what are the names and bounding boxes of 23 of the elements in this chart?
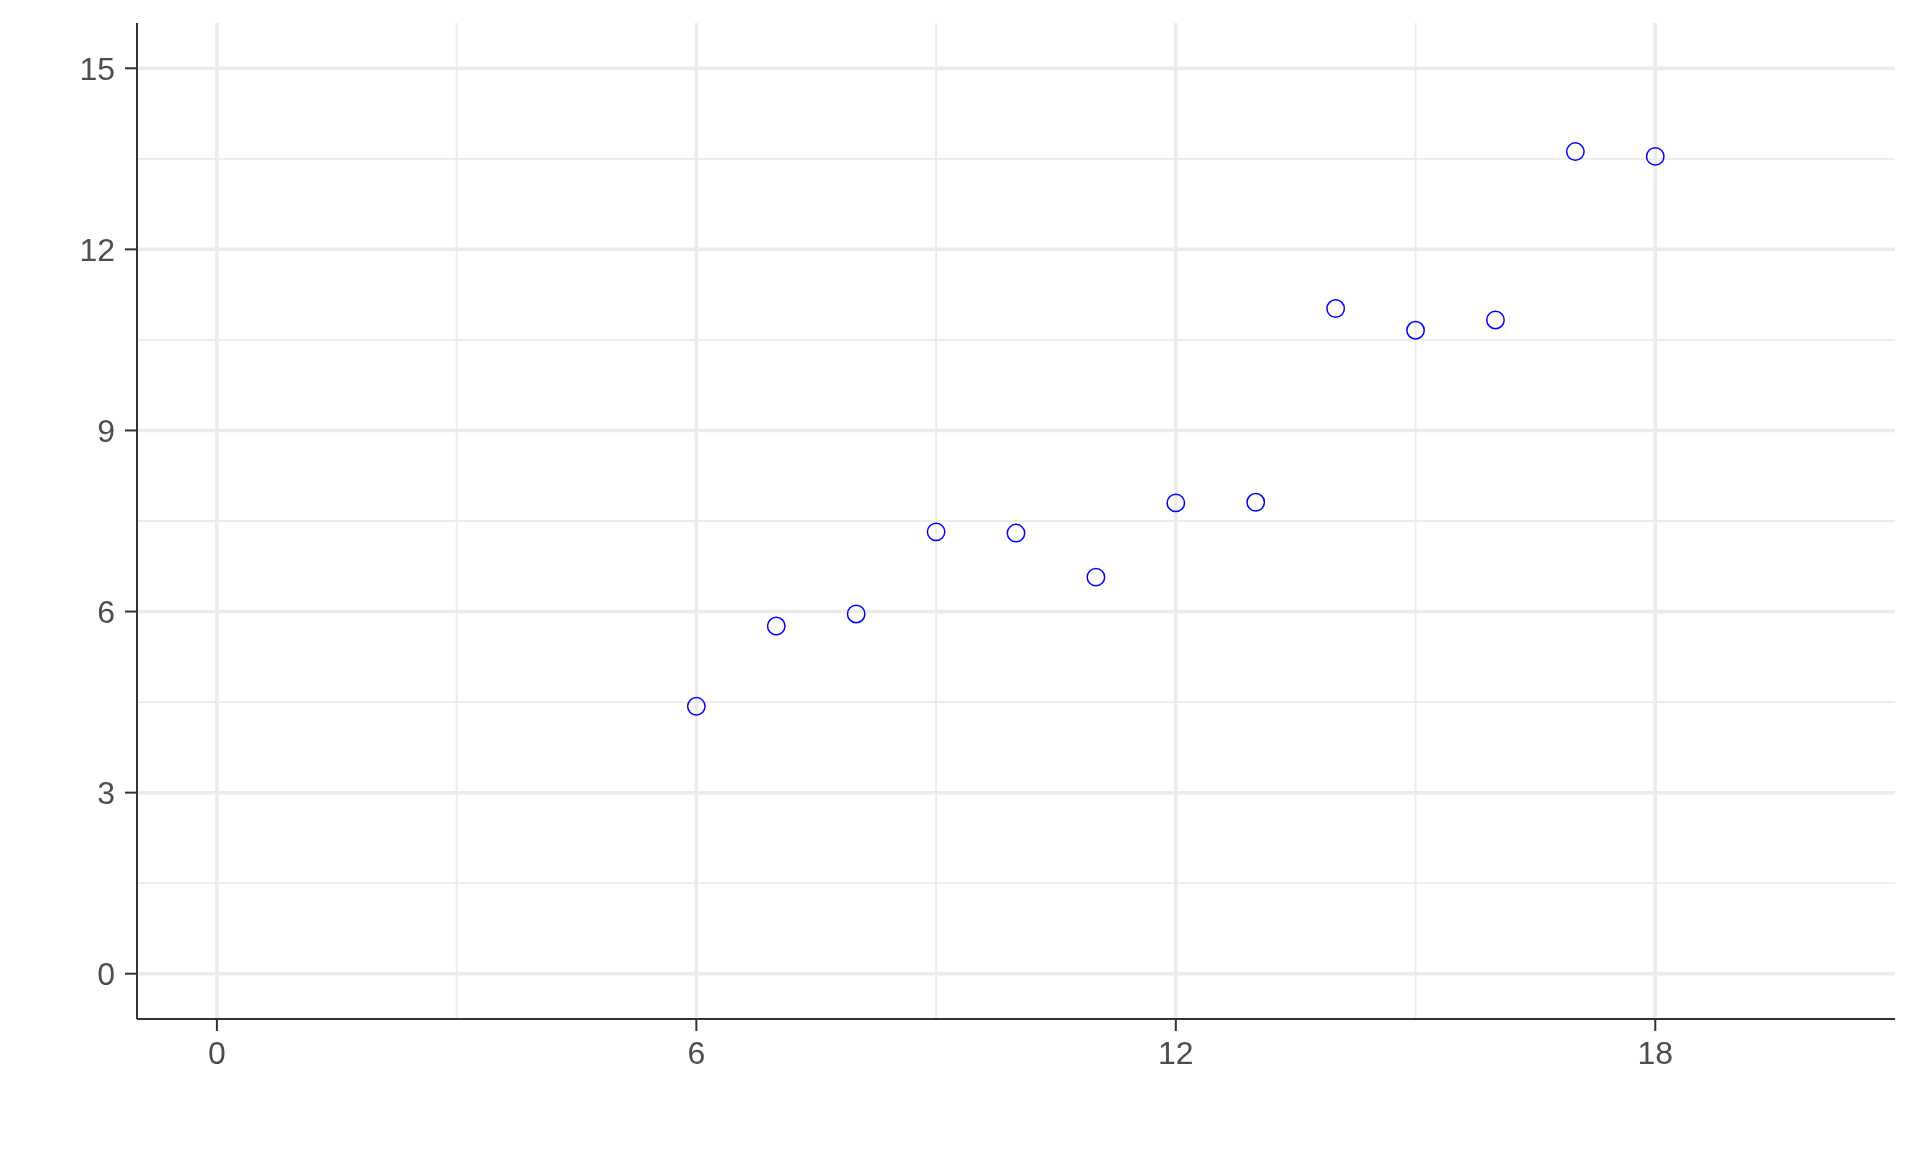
point [846, 604, 866, 624]
y-tick-label: 3 [97, 775, 115, 811]
y-tick-label: 0 [97, 956, 115, 993]
point [1406, 320, 1425, 340]
x-tick-label: 6 [687, 1034, 706, 1071]
x-tick-label: 12 [1158, 1034, 1194, 1071]
point [1006, 523, 1026, 543]
point [766, 616, 786, 636]
point [1326, 299, 1346, 318]
y-tick-label: 15 [79, 50, 115, 87]
point [1565, 142, 1585, 162]
point [686, 696, 706, 716]
x-tick-label: 0 [208, 1034, 226, 1071]
y-tick-label: 9 [97, 412, 115, 449]
y-tick-label: 12 [79, 231, 115, 268]
point [1166, 493, 1186, 513]
point [1645, 146, 1665, 166]
x-tick-label: 18 [1637, 1034, 1674, 1071]
point [1086, 567, 1106, 587]
y-tick-label: 6 [97, 593, 115, 630]
point [926, 522, 946, 542]
point [1486, 310, 1505, 330]
point [1246, 492, 1266, 512]
